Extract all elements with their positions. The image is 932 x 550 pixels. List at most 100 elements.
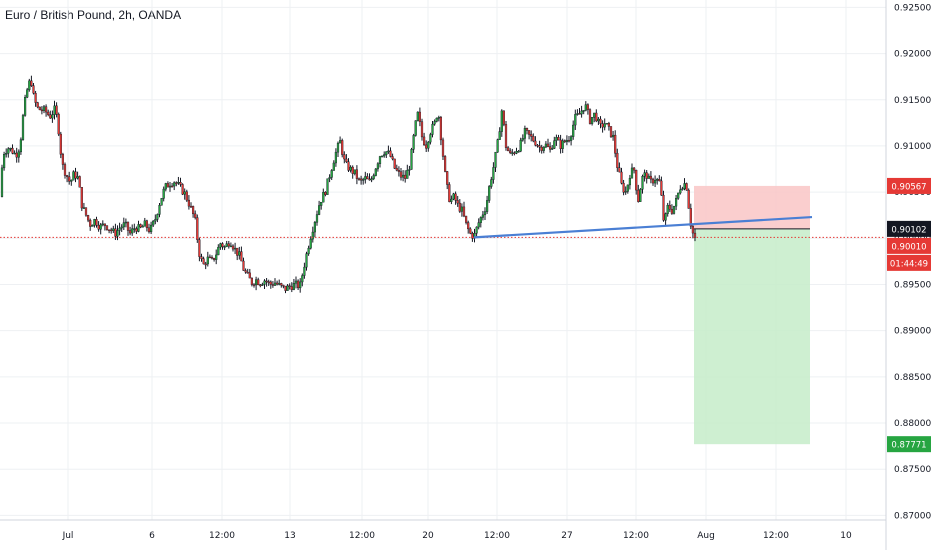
candle-body <box>513 152 516 154</box>
candle-body <box>454 193 457 201</box>
candle-body <box>465 215 468 223</box>
candle-body <box>406 169 409 179</box>
candle-body <box>662 194 665 221</box>
candle-body <box>53 105 56 115</box>
candle-body <box>101 223 104 226</box>
y-tick-label: 0.92500 <box>894 3 931 13</box>
candle-body <box>137 224 140 232</box>
candle-body <box>607 123 610 127</box>
candle-body <box>557 137 560 141</box>
candle-body <box>240 251 243 262</box>
candle-body <box>158 205 161 215</box>
candle-body <box>38 106 41 111</box>
candle-body <box>320 201 323 206</box>
candle-body <box>643 172 646 177</box>
candle-body <box>11 147 14 154</box>
candle-body <box>47 111 50 115</box>
candle-body <box>391 156 394 160</box>
candle-body <box>9 147 12 150</box>
candle-body <box>462 206 466 217</box>
candle-body <box>437 117 440 119</box>
candle-body <box>45 106 48 113</box>
candle-body <box>460 206 463 212</box>
candle-body <box>496 139 499 153</box>
candle-body <box>143 220 146 227</box>
candle-body <box>532 136 535 142</box>
x-tick-label: 6 <box>149 531 155 541</box>
candle-body <box>313 222 316 233</box>
candle-body <box>26 89 29 98</box>
candle-body <box>135 228 138 232</box>
candle-body <box>61 154 64 165</box>
candle-body <box>378 156 382 164</box>
candle-body <box>486 200 489 212</box>
candle-body <box>515 150 518 154</box>
candle-body <box>609 126 613 138</box>
candle-body <box>269 281 272 285</box>
candle-body <box>360 178 363 181</box>
candle-body <box>166 183 169 188</box>
price-label-text: 0.90567 <box>891 182 926 192</box>
candle-body <box>278 283 281 285</box>
candle-body <box>133 228 136 230</box>
x-tick-label: Jul <box>62 531 74 541</box>
candle-body <box>685 183 688 191</box>
candle-body <box>452 193 455 200</box>
candle-body <box>647 175 650 179</box>
candle-body <box>423 136 426 146</box>
candle-body <box>162 188 165 199</box>
candle-body <box>528 130 531 135</box>
candle-body <box>624 191 627 193</box>
candle-body <box>227 243 230 247</box>
candle-body <box>292 283 295 290</box>
candle-body <box>397 170 400 172</box>
candle-body <box>540 146 543 151</box>
candle-body <box>345 158 348 163</box>
candle-body <box>402 174 405 178</box>
y-tick-label: 0.88500 <box>894 373 931 383</box>
candle-body <box>450 198 453 202</box>
candle-body <box>244 270 247 273</box>
candle-body <box>559 139 562 149</box>
candle-body <box>507 147 510 152</box>
candle-body <box>612 134 615 138</box>
candle-body <box>271 284 274 286</box>
candle-body <box>128 230 132 234</box>
candle-body <box>343 154 346 160</box>
candle-body <box>672 205 676 214</box>
candle-body <box>498 131 501 140</box>
candle-body <box>303 266 306 276</box>
candle-body <box>475 226 478 234</box>
candle-body <box>204 263 207 266</box>
price-label-text: 0.90102 <box>891 225 926 235</box>
candle-body <box>202 258 205 265</box>
candle-body <box>385 151 388 155</box>
candle-body <box>189 205 193 208</box>
candle-body <box>500 110 503 132</box>
candle-body <box>521 138 524 141</box>
candle-body <box>357 178 361 180</box>
candle-body <box>330 170 333 178</box>
candle-body <box>597 118 600 122</box>
candle-body <box>502 110 505 125</box>
candle-body <box>347 161 350 171</box>
candle-body <box>561 140 564 149</box>
candle-body <box>200 256 203 259</box>
x-tick-label: 12:00 <box>209 531 235 541</box>
candle-body <box>21 115 25 140</box>
candle-body <box>72 171 75 181</box>
candle-body <box>194 213 197 218</box>
candle-body <box>570 136 573 141</box>
candle-body <box>368 178 371 181</box>
chart-lines <box>0 215 886 239</box>
candle-body <box>530 134 533 137</box>
candle-body <box>408 169 411 171</box>
candle-body <box>603 123 606 128</box>
candle-body <box>664 213 667 221</box>
candle-body <box>95 219 98 226</box>
candle-body <box>628 177 631 186</box>
x-axis-ticks: Jul 6 12:00 13 12:00 20 12:00 27 12:00 Aug 12:00 10 <box>62 531 852 541</box>
candle-body <box>399 171 403 178</box>
candle-body <box>355 169 358 179</box>
